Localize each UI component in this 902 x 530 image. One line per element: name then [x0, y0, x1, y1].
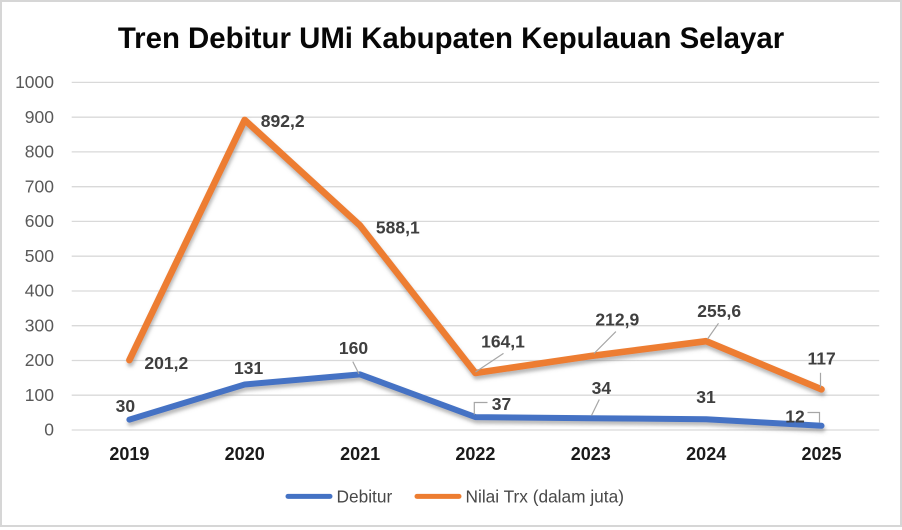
svg-text:201,2: 201,2 [144, 353, 188, 373]
svg-text:2022: 2022 [455, 444, 495, 464]
svg-text:Debitur: Debitur [337, 486, 393, 506]
svg-text:2020: 2020 [225, 444, 265, 464]
svg-text:255,6: 255,6 [697, 301, 741, 321]
svg-text:700: 700 [25, 176, 54, 196]
svg-text:164,1: 164,1 [481, 332, 525, 352]
svg-text:400: 400 [25, 281, 54, 301]
svg-text:2025: 2025 [801, 444, 841, 464]
svg-text:117: 117 [807, 348, 835, 368]
svg-text:2021: 2021 [340, 444, 380, 464]
svg-text:12: 12 [785, 406, 805, 426]
svg-text:300: 300 [25, 315, 54, 335]
svg-text:2019: 2019 [109, 444, 149, 464]
svg-text:160: 160 [339, 338, 368, 358]
svg-text:500: 500 [25, 246, 54, 266]
svg-text:212,9: 212,9 [595, 309, 639, 329]
svg-text:892,2: 892,2 [261, 111, 305, 131]
svg-text:34: 34 [592, 378, 612, 398]
svg-text:900: 900 [25, 107, 54, 127]
svg-text:2023: 2023 [571, 444, 611, 464]
svg-text:800: 800 [25, 142, 54, 162]
svg-text:588,1: 588,1 [376, 218, 420, 238]
svg-text:Tren Debitur UMi Kabupaten Kep: Tren Debitur UMi Kabupaten Kepulauan Sel… [118, 22, 784, 55]
svg-text:30: 30 [116, 396, 136, 416]
svg-text:1000: 1000 [15, 72, 54, 92]
svg-text:2024: 2024 [686, 444, 726, 464]
svg-text:200: 200 [25, 350, 54, 370]
svg-text:131: 131 [234, 358, 263, 378]
svg-text:100: 100 [25, 385, 54, 405]
svg-text:Nilai Trx (dalam juta): Nilai Trx (dalam juta) [466, 486, 624, 506]
svg-text:37: 37 [492, 394, 511, 414]
svg-text:0: 0 [44, 420, 54, 440]
svg-text:600: 600 [25, 211, 54, 231]
svg-text:31: 31 [696, 387, 716, 407]
